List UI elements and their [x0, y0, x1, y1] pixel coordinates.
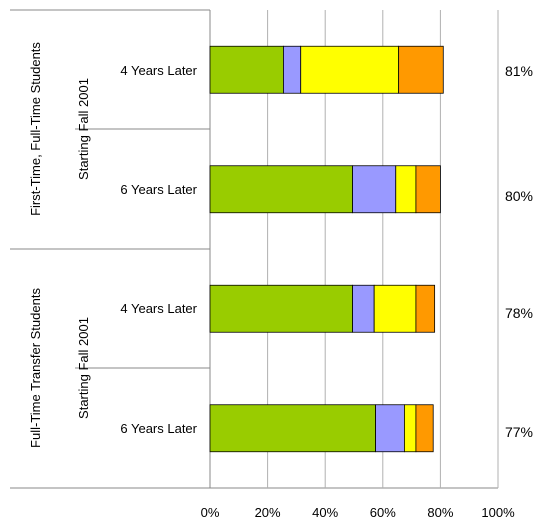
category-label: 6 Years Later: [120, 421, 197, 436]
bars: [209, 45, 444, 453]
bar-segment: [352, 284, 375, 333]
x-tick-label: 60%: [370, 505, 396, 520]
category-label: 4 Years Later: [120, 301, 197, 316]
group-label-first-time-line2: Starting Fall 2001: [76, 78, 91, 180]
bar-segment: [375, 404, 405, 453]
total-label: 78%: [505, 305, 533, 321]
bar-segment: [209, 165, 353, 214]
bar-segment: [398, 45, 444, 94]
bar-segment: [415, 404, 434, 453]
group-label-first-time-line1: First-Time, Full-Time Students: [28, 42, 43, 216]
bar-segment: [415, 165, 441, 214]
x-tick-label: 40%: [312, 505, 338, 520]
total-label: 81%: [505, 63, 533, 79]
bar-segment: [209, 404, 377, 453]
bar-segment: [283, 45, 302, 94]
bar-segment: [300, 45, 400, 94]
x-tick-label: 20%: [255, 505, 281, 520]
bar-segment: [209, 45, 284, 94]
group-label-transfer-line1: Full-Time Transfer Students: [28, 288, 43, 448]
bar-segment: [403, 404, 417, 453]
x-tick-label: 100%: [481, 505, 515, 520]
bar-segment: [352, 165, 397, 214]
x-tick-label: 0%: [201, 505, 220, 520]
category-label: 4 Years Later: [120, 63, 197, 78]
bar-segment: [373, 284, 417, 333]
bar-segment: [209, 284, 353, 333]
total-label: 80%: [505, 188, 533, 204]
bar-segment: [395, 165, 417, 214]
bar-segment: [415, 284, 436, 333]
group-dividers: [10, 9, 210, 489]
category-label: 6 Years Later: [120, 182, 197, 197]
group-label-transfer-line2: Starting Fall 2001: [76, 317, 91, 419]
total-label: 77%: [505, 424, 533, 440]
x-tick-label: 80%: [427, 505, 453, 520]
